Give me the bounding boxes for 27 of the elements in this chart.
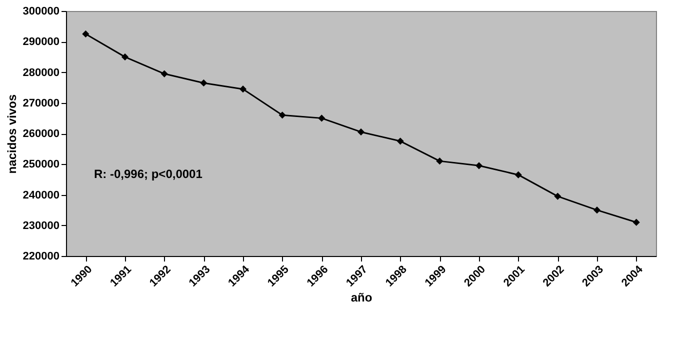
point <box>239 86 247 93</box>
y-tick-label: 250000 <box>22 158 60 171</box>
point <box>357 128 365 136</box>
point <box>593 206 601 214</box>
y-tick-label: 300000 <box>22 6 60 18</box>
y-tick-label: 270000 <box>22 97 60 110</box>
point <box>121 53 129 60</box>
y-tick-label: 230000 <box>22 220 60 232</box>
point <box>278 112 286 119</box>
point <box>318 114 326 122</box>
y-tick-label: 260000 <box>22 128 60 140</box>
point <box>82 30 90 38</box>
y-tick-label: 220000 <box>22 250 60 262</box>
y-tick-label: 290000 <box>22 36 60 48</box>
point <box>632 218 640 226</box>
y-tick-label: 280000 <box>22 66 60 79</box>
annotation: R: -0,996; p<0,0001 <box>94 167 203 181</box>
point <box>554 192 562 200</box>
x-axis-title: año <box>350 290 372 305</box>
y-axis-title: nacidos vivos <box>4 94 19 174</box>
point <box>436 158 444 165</box>
y-tick-label: 240000 <box>22 189 60 202</box>
point <box>475 162 483 170</box>
point <box>514 171 522 178</box>
point <box>396 138 404 145</box>
point <box>200 79 208 87</box>
point <box>160 70 168 78</box>
